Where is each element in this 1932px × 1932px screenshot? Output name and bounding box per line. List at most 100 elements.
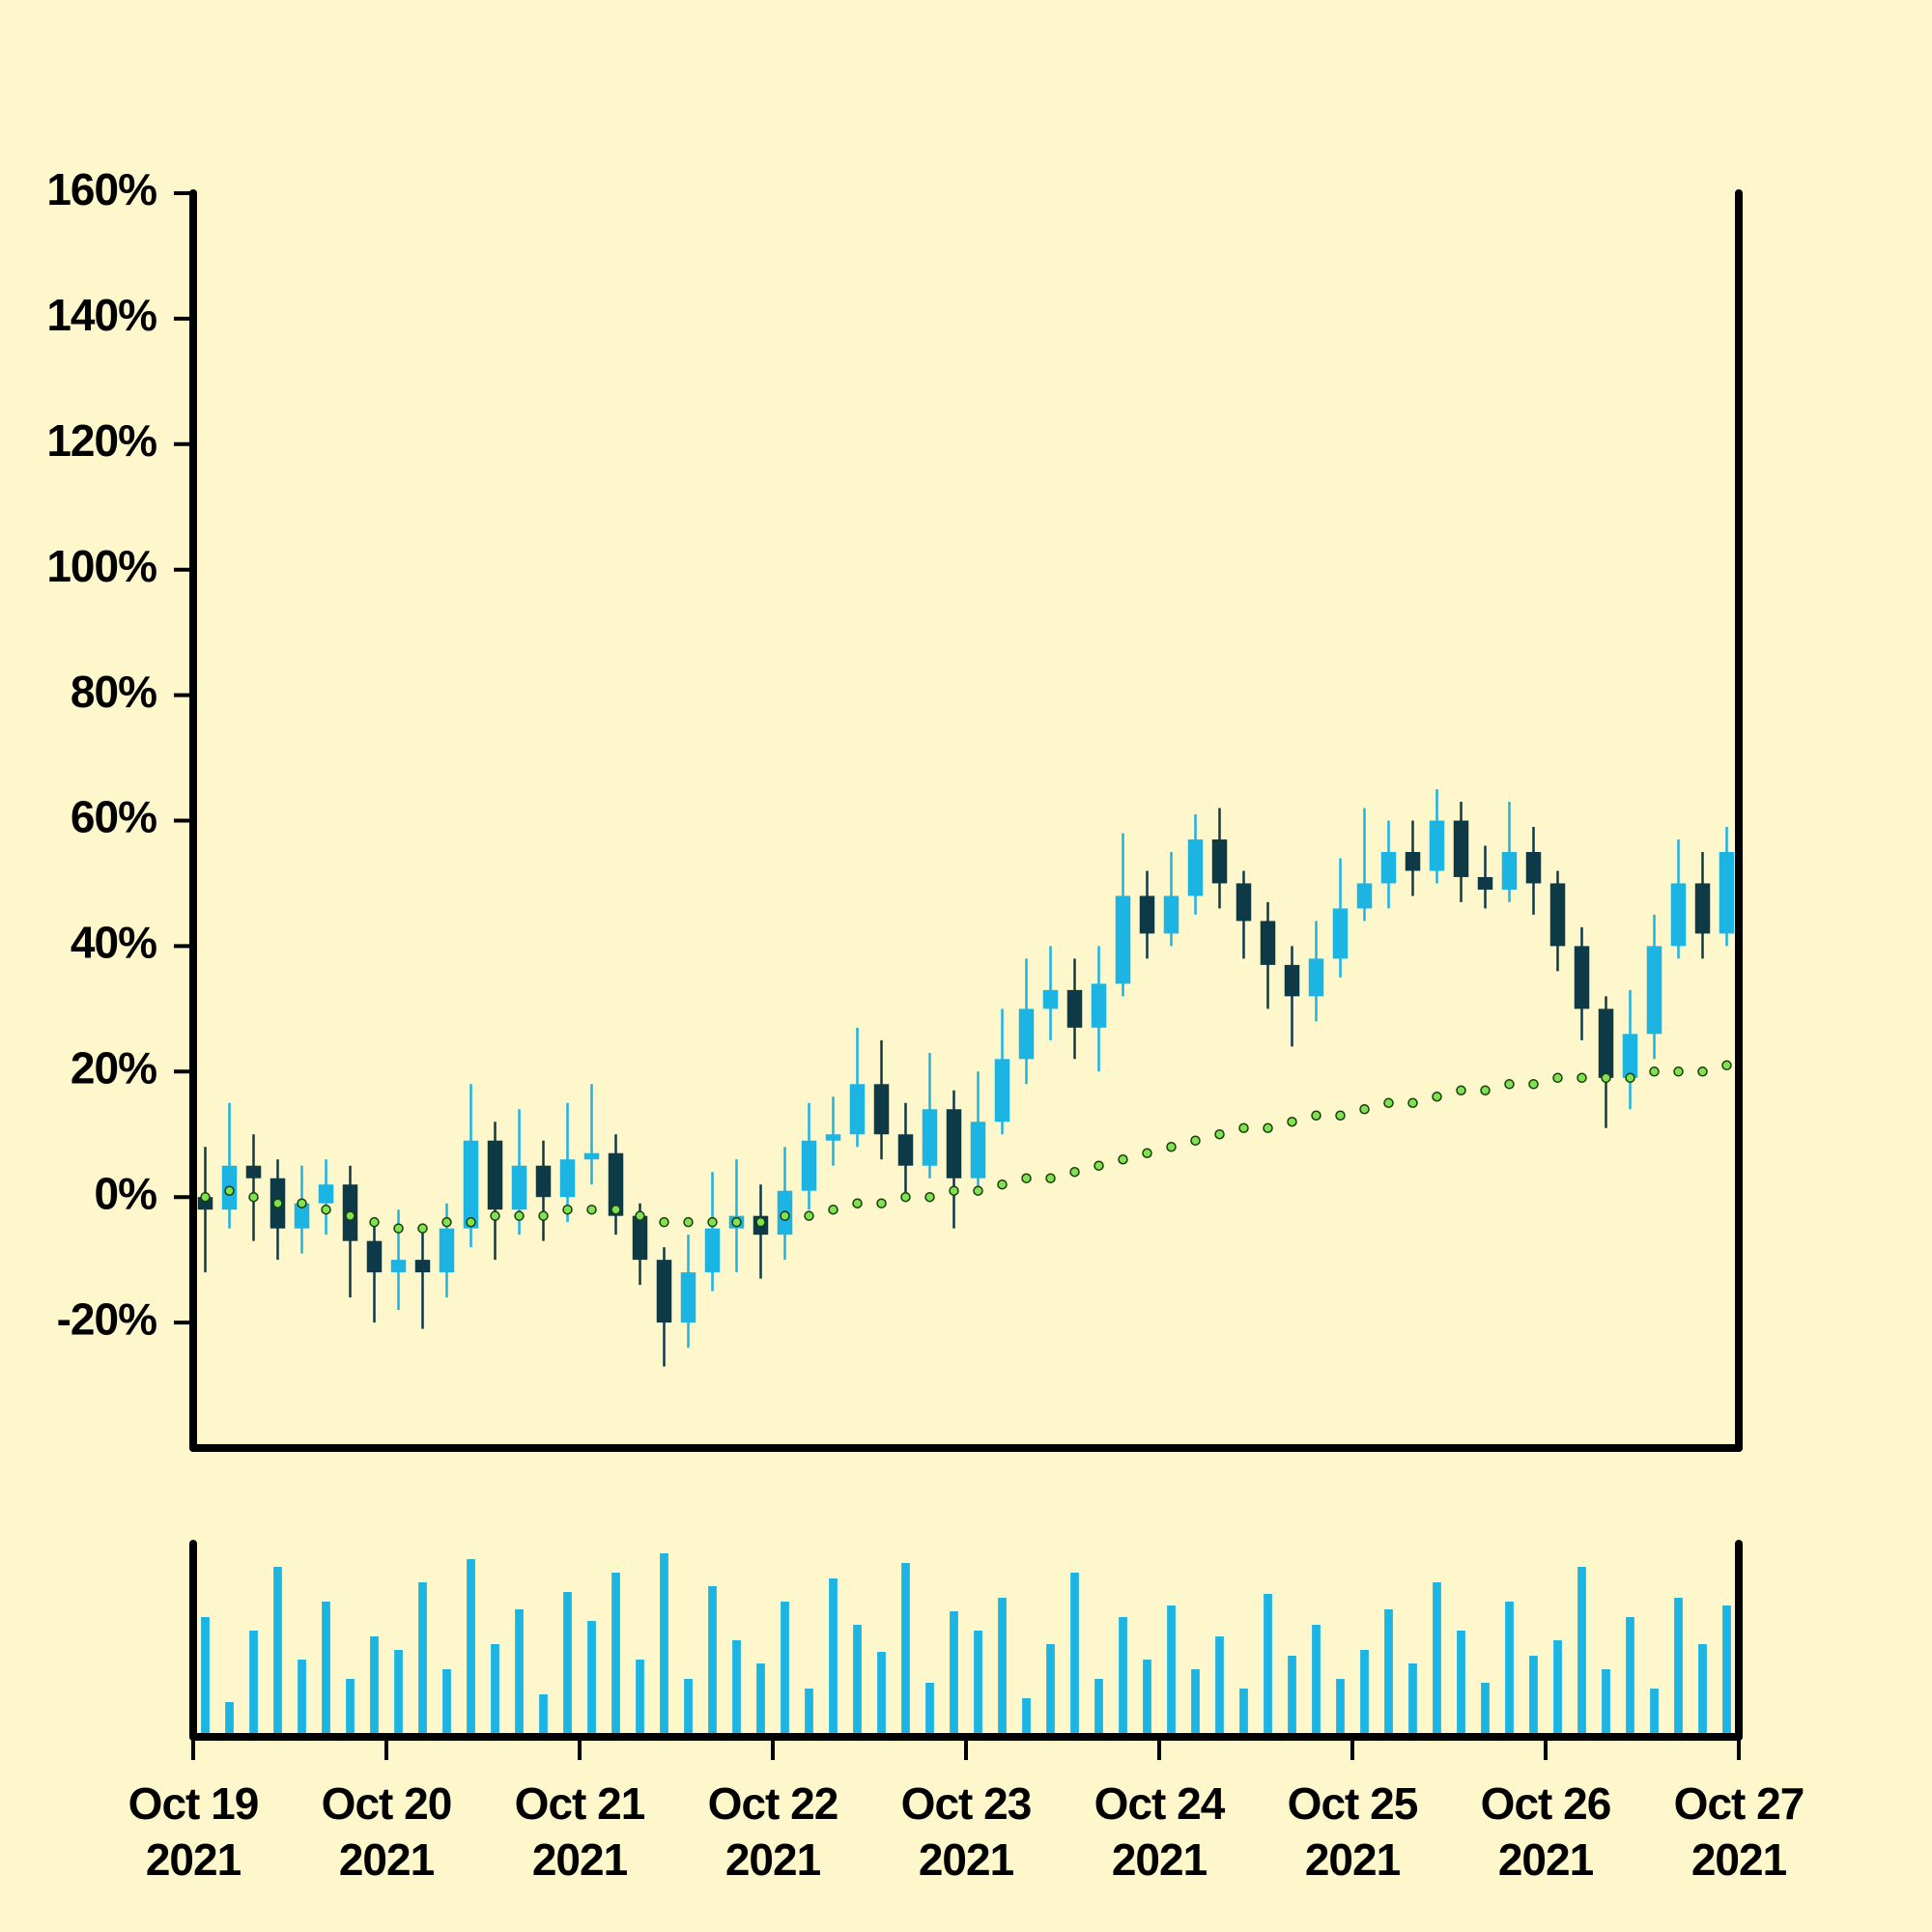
ma-dot — [1456, 1085, 1466, 1096]
volume-bar — [394, 1650, 403, 1737]
ma-dot — [804, 1210, 814, 1221]
volume-bar — [1674, 1598, 1683, 1737]
ma-dot — [876, 1198, 887, 1208]
ma-dot — [1311, 1110, 1321, 1122]
candle-body — [632, 1215, 648, 1261]
candle-body — [1139, 895, 1155, 934]
volume-bar — [732, 1640, 741, 1737]
candle-body — [1429, 820, 1445, 871]
ma-dot — [297, 1198, 307, 1208]
ma-dot — [1601, 1072, 1611, 1084]
ma-dot — [466, 1216, 476, 1228]
volume-bar — [684, 1679, 693, 1737]
ma-dot — [997, 1179, 1008, 1190]
y-tick-label: -20% — [57, 1293, 156, 1344]
candle-body — [583, 1152, 600, 1160]
volume-bar — [1457, 1631, 1465, 1737]
volume-bar — [611, 1573, 620, 1737]
ma-dot — [707, 1216, 718, 1228]
ma-dot — [369, 1216, 380, 1228]
ma-dot — [1118, 1153, 1128, 1165]
volume-bar — [1336, 1679, 1345, 1737]
ma-dot — [1649, 1066, 1660, 1077]
y-tick-label: 20% — [71, 1042, 156, 1093]
ma-dot — [900, 1191, 911, 1203]
candle-body — [1308, 958, 1324, 997]
x-tick-label: Oct 26 2021 — [1480, 1778, 1612, 1885]
candle-body — [1598, 1009, 1614, 1078]
candle-body — [680, 1272, 696, 1323]
candle-body — [294, 1203, 310, 1229]
candle-body — [873, 1084, 890, 1135]
candle-body — [318, 1184, 334, 1204]
ma-dot — [345, 1210, 355, 1221]
volume-bar — [1239, 1689, 1248, 1737]
candle-body — [1549, 883, 1566, 947]
ma-dot — [393, 1223, 404, 1234]
candle-body — [511, 1165, 527, 1210]
volume-bar — [515, 1609, 524, 1737]
candle-body — [1646, 946, 1662, 1035]
candle-body — [245, 1165, 262, 1179]
volume-bar — [998, 1598, 1007, 1737]
ma-dot — [659, 1216, 669, 1228]
volume-bar — [563, 1592, 572, 1737]
volume-bar — [1408, 1663, 1417, 1737]
candle-body — [1284, 964, 1300, 997]
ma-dot — [973, 1185, 983, 1196]
y-tick-label: 0% — [95, 1168, 157, 1218]
volume-bar — [1215, 1636, 1224, 1737]
volume-bar — [1191, 1669, 1200, 1737]
ma-dot — [441, 1216, 452, 1228]
ma-dot — [321, 1204, 331, 1215]
ma-dot — [1335, 1110, 1346, 1122]
ma-dot — [417, 1223, 428, 1234]
candle-body — [535, 1165, 552, 1198]
ma-dot — [635, 1210, 645, 1221]
y-tick-label: 140% — [46, 290, 156, 340]
ma-dot — [1528, 1079, 1539, 1090]
candle-body — [1163, 895, 1179, 934]
volume-bar — [708, 1586, 717, 1737]
ma-dot — [1238, 1122, 1249, 1134]
volume-bar — [418, 1582, 427, 1737]
ma-dot — [1214, 1129, 1225, 1140]
candle-body — [1115, 895, 1131, 984]
candle-body — [849, 1084, 866, 1135]
ma-dot — [1552, 1072, 1563, 1084]
ma-dot — [1190, 1135, 1201, 1146]
candle-body — [801, 1140, 817, 1191]
volume-bar — [1602, 1669, 1610, 1737]
ma-dot — [1504, 1079, 1515, 1090]
ma-dot — [1166, 1141, 1177, 1152]
candle-body — [1332, 908, 1349, 959]
x-tick-label: Oct 21 2021 — [514, 1778, 646, 1885]
ma-dot — [828, 1204, 838, 1215]
volume-bar — [1312, 1625, 1321, 1737]
volume-bar — [781, 1602, 789, 1737]
ma-dot — [611, 1204, 621, 1215]
candle-body — [390, 1260, 407, 1273]
ma-dot — [272, 1198, 283, 1208]
candle-body — [1187, 838, 1204, 896]
volume-bar — [1481, 1683, 1490, 1737]
volume-bar — [1626, 1617, 1634, 1737]
candle-body — [463, 1140, 479, 1229]
y-tick-label: 40% — [71, 918, 156, 968]
candle-body — [1501, 851, 1518, 890]
ma-dot — [1721, 1060, 1732, 1071]
candle-body — [1525, 851, 1542, 884]
volume-bar — [442, 1669, 451, 1737]
volume-bar — [1264, 1594, 1272, 1737]
candle-body — [946, 1109, 962, 1179]
volume-bar — [901, 1563, 910, 1737]
ma-dot — [1263, 1122, 1273, 1134]
ma-dot — [683, 1216, 694, 1228]
y-tick-label: 60% — [71, 792, 156, 842]
volume-bar — [346, 1679, 355, 1737]
y-tick-label: 120% — [46, 415, 156, 466]
y-tick-label: 100% — [46, 541, 156, 591]
volume-bar — [298, 1660, 306, 1737]
volume-bar — [877, 1652, 886, 1737]
